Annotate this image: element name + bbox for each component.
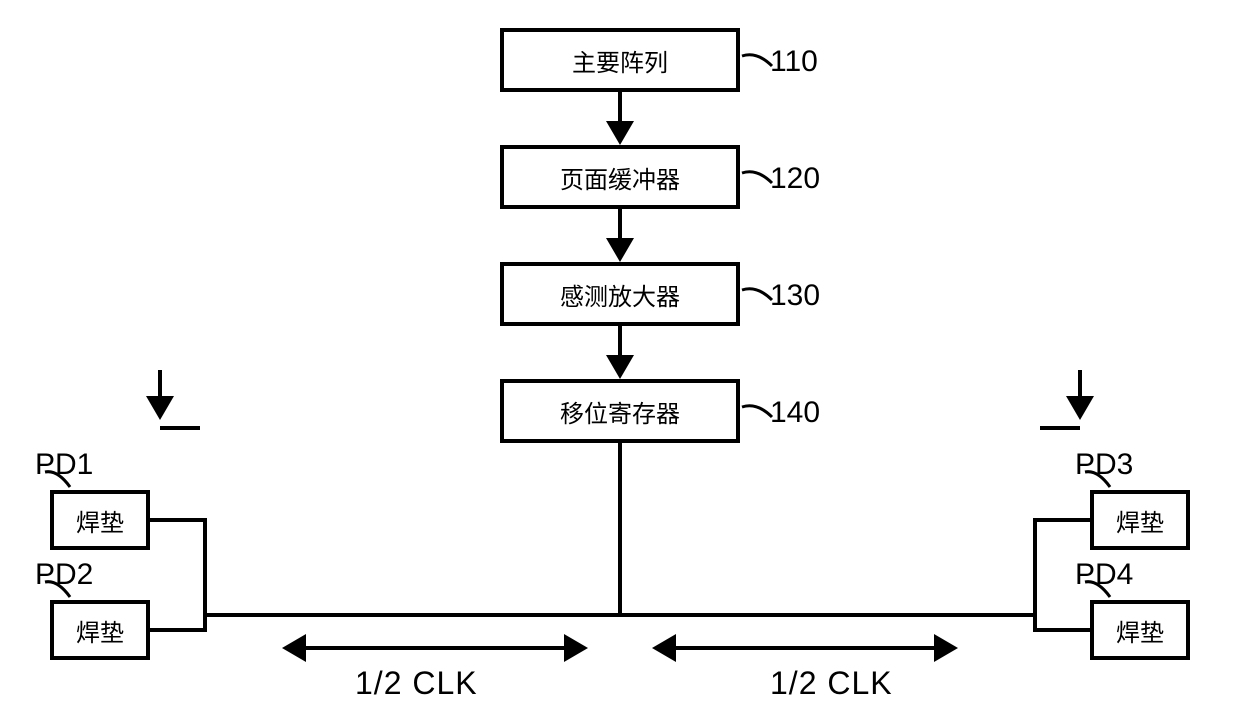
block-diagram: 主要阵列 110 页面缓冲器 120 感测放大器 130 移位寄存器 140 焊… (0, 0, 1240, 723)
diagram-lines (0, 0, 1240, 723)
